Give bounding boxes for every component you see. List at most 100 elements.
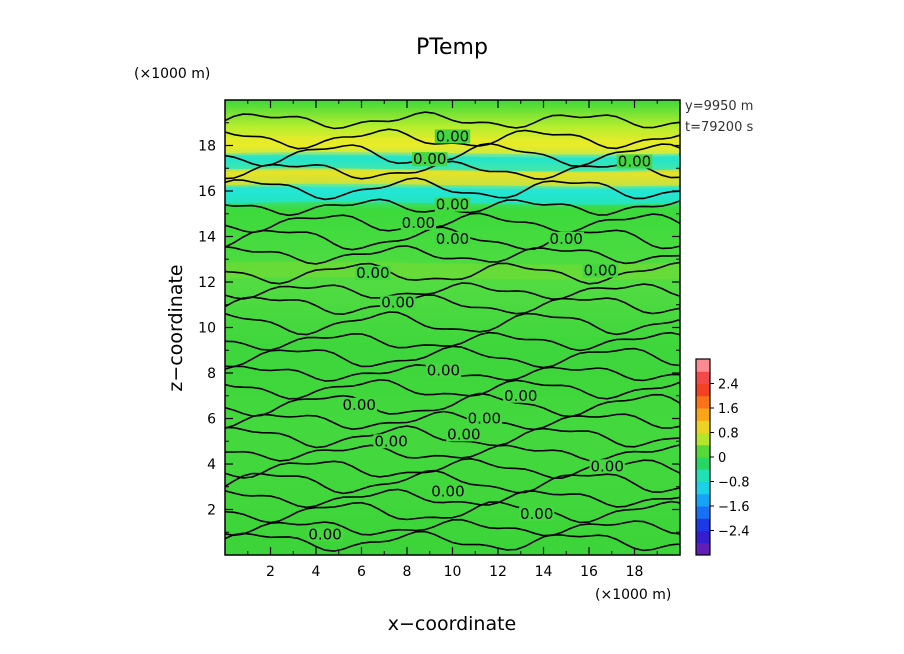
contour-label: 0.00 bbox=[431, 482, 464, 500]
x-tick-label: 8 bbox=[403, 564, 412, 580]
y-tick-label: 8 bbox=[207, 366, 216, 382]
contour-label-background bbox=[355, 265, 391, 280]
info-y-position: y=9950 m bbox=[685, 99, 753, 114]
colorbar-segment bbox=[696, 371, 710, 384]
contour-label-background bbox=[341, 397, 377, 412]
chart-title: PTemp bbox=[416, 35, 488, 60]
contour-line bbox=[224, 500, 681, 524]
contour-line bbox=[224, 392, 681, 418]
field-band bbox=[225, 186, 680, 205]
contour-label-background bbox=[589, 459, 625, 474]
y-tick-label: 2 bbox=[207, 503, 216, 519]
colorbar-segment bbox=[696, 469, 710, 482]
contour-label: 0.00 bbox=[413, 150, 446, 168]
contour-label-background bbox=[430, 484, 466, 499]
contour-label: 0.00 bbox=[436, 230, 469, 248]
contour-label: 0.00 bbox=[436, 127, 469, 145]
contour-label-background bbox=[582, 263, 619, 278]
field-band bbox=[225, 136, 680, 155]
contour-label: 0.00 bbox=[374, 432, 407, 450]
colorbar-segment bbox=[696, 530, 710, 544]
contour-line bbox=[224, 212, 681, 234]
y-tick-label: 18 bbox=[198, 139, 216, 155]
y-axis-title: z−coordinate bbox=[165, 264, 187, 391]
y-tick-label: 10 bbox=[198, 321, 216, 337]
colorbar-segment bbox=[696, 359, 710, 372]
contour-line bbox=[224, 261, 681, 285]
contour-label-background bbox=[518, 507, 555, 522]
contour-line bbox=[224, 142, 681, 168]
contour-line bbox=[224, 410, 681, 431]
contour-line bbox=[224, 530, 681, 552]
contour-label: 0.00 bbox=[468, 410, 501, 428]
y-tick-label: 6 bbox=[207, 412, 216, 428]
contour-label: 0.00 bbox=[381, 293, 414, 311]
colorbar-segment bbox=[696, 383, 710, 397]
contour-label: 0.00 bbox=[504, 387, 537, 405]
contour-label-background bbox=[307, 527, 343, 542]
contour-line bbox=[224, 311, 681, 336]
x-axis-title: x−coordinate bbox=[388, 613, 517, 635]
y-tick-label: 12 bbox=[198, 275, 216, 291]
colorbar: 2.4 1.6 0.8 0 −0.8 −1.6 −2.4 bbox=[695, 358, 750, 556]
contour-label: 0.00 bbox=[356, 264, 389, 282]
y-axis: 2 4 6 8 10 12 14 16 18 bbox=[198, 122, 680, 533]
contour-label-background bbox=[466, 411, 503, 426]
contour-lines bbox=[224, 111, 681, 552]
y-tick-label: 4 bbox=[207, 457, 216, 473]
contour-line bbox=[224, 245, 681, 265]
colorbar-segment bbox=[696, 395, 710, 409]
colorbar-segment bbox=[696, 420, 710, 433]
contour-label: 0.00 bbox=[402, 214, 435, 232]
contour-label: 0.00 bbox=[618, 152, 651, 170]
x-tick-label: 14 bbox=[535, 564, 553, 580]
contour-label: 0.00 bbox=[590, 457, 623, 475]
x-axis: 2 4 6 8 10 12 14 16 18 bbox=[247, 100, 658, 580]
contour-labels: 0.000.00 0.000.000.000.00 0.000.00 0.000.00… bbox=[307, 127, 653, 544]
contour-label-background bbox=[434, 197, 471, 212]
x-tick-label: 16 bbox=[580, 564, 598, 580]
contour-label: 0.00 bbox=[584, 262, 617, 280]
colorbar-segment bbox=[696, 518, 710, 531]
info-time: t=79200 s bbox=[685, 120, 753, 135]
contour-label-background bbox=[400, 215, 437, 230]
colorbar-segment bbox=[696, 542, 710, 556]
y-unit-label: (×1000 m) bbox=[134, 66, 210, 82]
contour-label-background bbox=[434, 231, 471, 246]
contour-label: 0.00 bbox=[427, 362, 460, 380]
contour-label: 0.00 bbox=[520, 505, 553, 523]
colorbar-tick-label: 0.8 bbox=[718, 427, 739, 442]
x-tick-label: 4 bbox=[312, 564, 321, 580]
contour-line bbox=[224, 160, 681, 181]
colorbar-segment bbox=[696, 506, 710, 519]
y-tick-label: 14 bbox=[198, 230, 216, 246]
colorbar-tick-label: 2.4 bbox=[718, 378, 739, 393]
contour-label: 0.00 bbox=[447, 425, 480, 443]
field-band bbox=[225, 168, 680, 187]
colorbar-segment bbox=[696, 432, 710, 446]
colorbar-segment bbox=[696, 457, 710, 470]
contour-label-background bbox=[380, 295, 416, 310]
colorbar-tick-label: 1.6 bbox=[718, 402, 739, 417]
contour-line bbox=[224, 518, 681, 537]
contour-label-background bbox=[503, 388, 539, 403]
contour-label: 0.00 bbox=[308, 526, 341, 544]
contour-line bbox=[224, 488, 681, 509]
x-tick-label: 12 bbox=[489, 564, 507, 580]
contour-line bbox=[224, 294, 681, 316]
contour-label: 0.00 bbox=[550, 230, 583, 248]
contour-label-background bbox=[446, 427, 482, 442]
x-tick-label: 6 bbox=[357, 564, 366, 580]
contour-line bbox=[224, 226, 681, 251]
colorbar-tick-label: −1.6 bbox=[718, 500, 750, 515]
contour-line bbox=[224, 177, 681, 201]
colorbar-segment bbox=[696, 493, 710, 507]
contour-line bbox=[224, 282, 681, 301]
contour-line bbox=[224, 444, 681, 462]
field-band bbox=[225, 154, 680, 173]
x-tick-label: 18 bbox=[626, 564, 644, 580]
contour-label: 0.00 bbox=[436, 196, 469, 214]
contour-line bbox=[224, 111, 681, 130]
colorbar-segment bbox=[696, 481, 710, 495]
